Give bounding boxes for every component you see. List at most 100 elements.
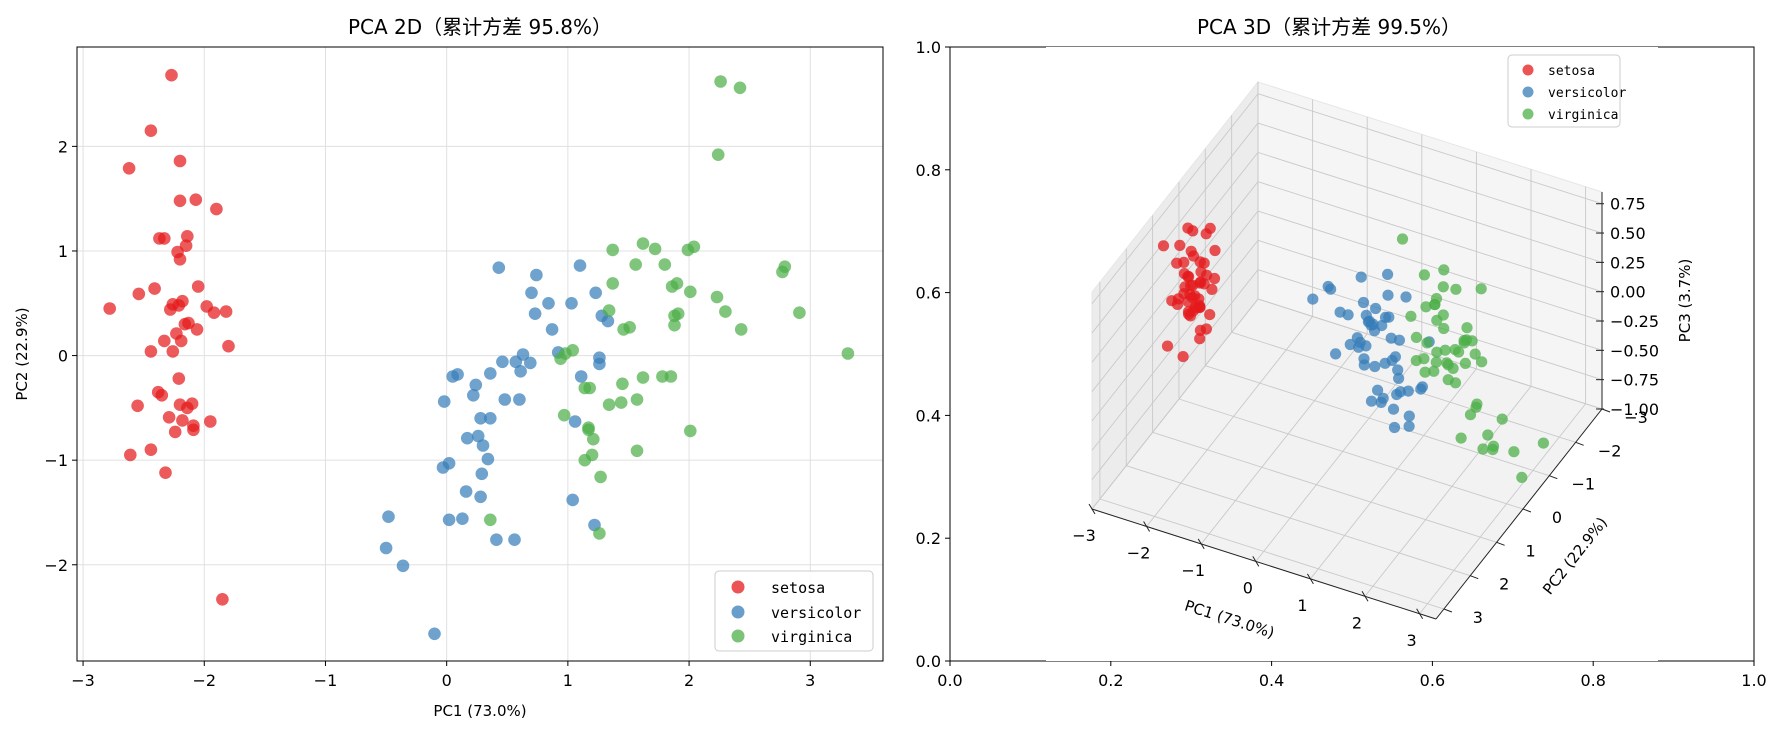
chart-2d-point-versicolor xyxy=(475,467,489,481)
chart-3d-point-versicolor xyxy=(1334,306,1346,318)
chart-3d-xtick-mark xyxy=(1361,591,1369,602)
chart-3d-point-virginica xyxy=(1418,353,1430,365)
chart-3d-point-setosa xyxy=(1183,308,1195,320)
chart-2d-point-versicolor xyxy=(474,412,487,425)
chart-3d-point-versicolor xyxy=(1360,309,1372,321)
chart-2d-point-versicolor xyxy=(442,457,456,470)
chart-2d-point-versicolor xyxy=(492,261,506,275)
chart-3d-ytick-label: 2 xyxy=(1499,575,1509,594)
chart-2d-point-versicolor xyxy=(498,393,512,406)
chart-3d-outer-ytick-label: 1.0 xyxy=(916,38,941,57)
chart-3d-grid-x-floor xyxy=(1419,403,1586,615)
chart-3d-point-versicolor xyxy=(1379,357,1391,369)
chart-3d-point-versicolor xyxy=(1307,293,1319,305)
chart-2d-point-virginica xyxy=(710,290,724,304)
chart-2d-point-setosa xyxy=(216,593,229,606)
chart-2d-point-versicolor xyxy=(437,395,451,408)
chart-2d-point-setosa xyxy=(189,193,203,206)
chart-2d-point-setosa xyxy=(166,345,180,358)
chart-3d-grid-y-floor xyxy=(1178,398,1524,510)
chart-3d-point-virginica xyxy=(1396,233,1409,245)
chart-2d-point-virginica xyxy=(636,237,650,250)
chart-3d-grid-z-back xyxy=(1257,239,1603,351)
chart-2d-point-virginica xyxy=(623,321,636,334)
chart-2d-point-versicolor xyxy=(514,365,527,378)
chart-2d-point-setosa xyxy=(222,339,235,353)
chart-3d-point-virginica xyxy=(1461,322,1473,334)
chart-2d-point-setosa xyxy=(210,202,223,216)
chart-3d-grid-z-left xyxy=(1091,93,1259,305)
chart-3d-gridlines xyxy=(1091,82,1603,615)
chart-3d-point-virginica xyxy=(1430,356,1442,368)
chart-3d-ytick-mark xyxy=(1549,475,1558,480)
chart-3d-point-virginica xyxy=(1482,429,1494,441)
chart-2d-point-versicolor xyxy=(565,297,578,310)
chart-2d-point-setosa xyxy=(155,389,169,402)
chart-2d-point-versicolor xyxy=(474,490,487,504)
chart-3d-ztick-label: −0.50 xyxy=(1610,341,1659,360)
chart-3d-grid-z-left xyxy=(1091,240,1259,451)
chart-3d-outer-xtick-label: 1.0 xyxy=(1741,671,1766,690)
chart-3d-point-virginica xyxy=(1437,281,1449,293)
chart-3d-point-virginica xyxy=(1537,437,1549,449)
chart-2d-point-setosa xyxy=(173,194,187,208)
chart-2d-point-versicolor xyxy=(459,485,473,498)
chart-2d-point-virginica xyxy=(582,423,595,437)
chart-2d-point-setosa xyxy=(204,415,217,428)
chart-2d-ytick-label: 0 xyxy=(58,347,68,366)
chart-2d-legend-label-versicolor: versicolor xyxy=(771,604,861,622)
chart-2d-point-setosa xyxy=(168,425,182,439)
chart-3d-outer-xtick-label: 0.6 xyxy=(1420,671,1445,690)
chart-3d-grid-z-back xyxy=(1257,122,1603,234)
chart-2d-xtick-label: −1 xyxy=(314,671,338,690)
chart-3d-point-virginica xyxy=(1476,356,1488,368)
chart-3d-ytick-label: −1 xyxy=(1572,475,1596,494)
chart-3d-point-setosa xyxy=(1174,239,1186,251)
chart-3d-point-versicolor xyxy=(1388,421,1401,434)
chart-2d-point-versicolor xyxy=(530,268,543,282)
chart-3d-point-setosa xyxy=(1198,278,1210,290)
chart-2d-xtick-label: 2 xyxy=(684,671,694,690)
chart-2d-point-virginica xyxy=(629,258,642,271)
chart-3d-point-virginica xyxy=(1453,346,1465,358)
chart-3d-point-virginica xyxy=(1458,337,1470,349)
chart-3d-point-versicolor xyxy=(1355,271,1367,283)
chart-2d-point-setosa xyxy=(176,414,189,427)
chart-3d-point-versicolor xyxy=(1367,318,1379,330)
chart-3d-point-versicolor xyxy=(1403,410,1415,422)
chart-2d-point-versicolor xyxy=(593,351,606,365)
chart-2d-plot-frame xyxy=(76,46,884,662)
chart-2d-point-versicolor xyxy=(528,307,542,321)
chart-3d-grid-x-floor xyxy=(1255,351,1423,562)
chart-3d-grid-z-left xyxy=(1091,152,1259,363)
chart-3d-grid-z-back xyxy=(1257,269,1603,381)
chart-3d-point-versicolor xyxy=(1403,420,1415,432)
chart-3d-point-virginica xyxy=(1438,264,1450,276)
chart-2d-legend-box xyxy=(714,570,874,652)
chart-2d-point-versicolor xyxy=(481,452,495,466)
chart-2d-legend-marker-versicolor xyxy=(731,605,745,619)
chart-2d-xtick-label: −2 xyxy=(192,671,216,690)
chart-2d-point-setosa xyxy=(132,287,146,301)
chart-2d-point-virginica xyxy=(711,148,725,161)
chart-2d-point-setosa xyxy=(164,303,177,316)
chart-2d-point-versicolor xyxy=(509,355,523,369)
chart-3d-point-setosa xyxy=(1198,257,1210,269)
chart-2d-point-virginica xyxy=(578,381,592,395)
chart-2d-y-axis-label: PC2 (22.9%) xyxy=(13,307,31,400)
chart-2d-point-setosa xyxy=(159,466,172,480)
chart-2d-point-virginica xyxy=(585,448,599,462)
chart-2d-point-virginica xyxy=(616,377,629,391)
chart-3d-point-virginica xyxy=(1471,398,1483,410)
chart-3d-point-versicolor xyxy=(1358,359,1370,371)
chart-3d: PCA 3D（累计方差 99.5%） 0.0 0.2 0.4 0.6 0.8 1.00.0… xyxy=(916,15,1767,690)
chart-2d-point-virginica xyxy=(587,432,600,446)
chart-3d-points xyxy=(1157,222,1549,483)
chart-3d-legend-label-virginica: virginica xyxy=(1548,108,1618,123)
chart-3d-point-setosa xyxy=(1209,244,1221,257)
chart-3d-point-virginica xyxy=(1508,446,1520,458)
chart-3d-point-versicolor xyxy=(1415,383,1427,395)
chart-3d-point-versicolor xyxy=(1370,302,1382,315)
chart-3d-point-virginica xyxy=(1516,471,1528,483)
chart-3d-point-versicolor xyxy=(1382,289,1394,301)
